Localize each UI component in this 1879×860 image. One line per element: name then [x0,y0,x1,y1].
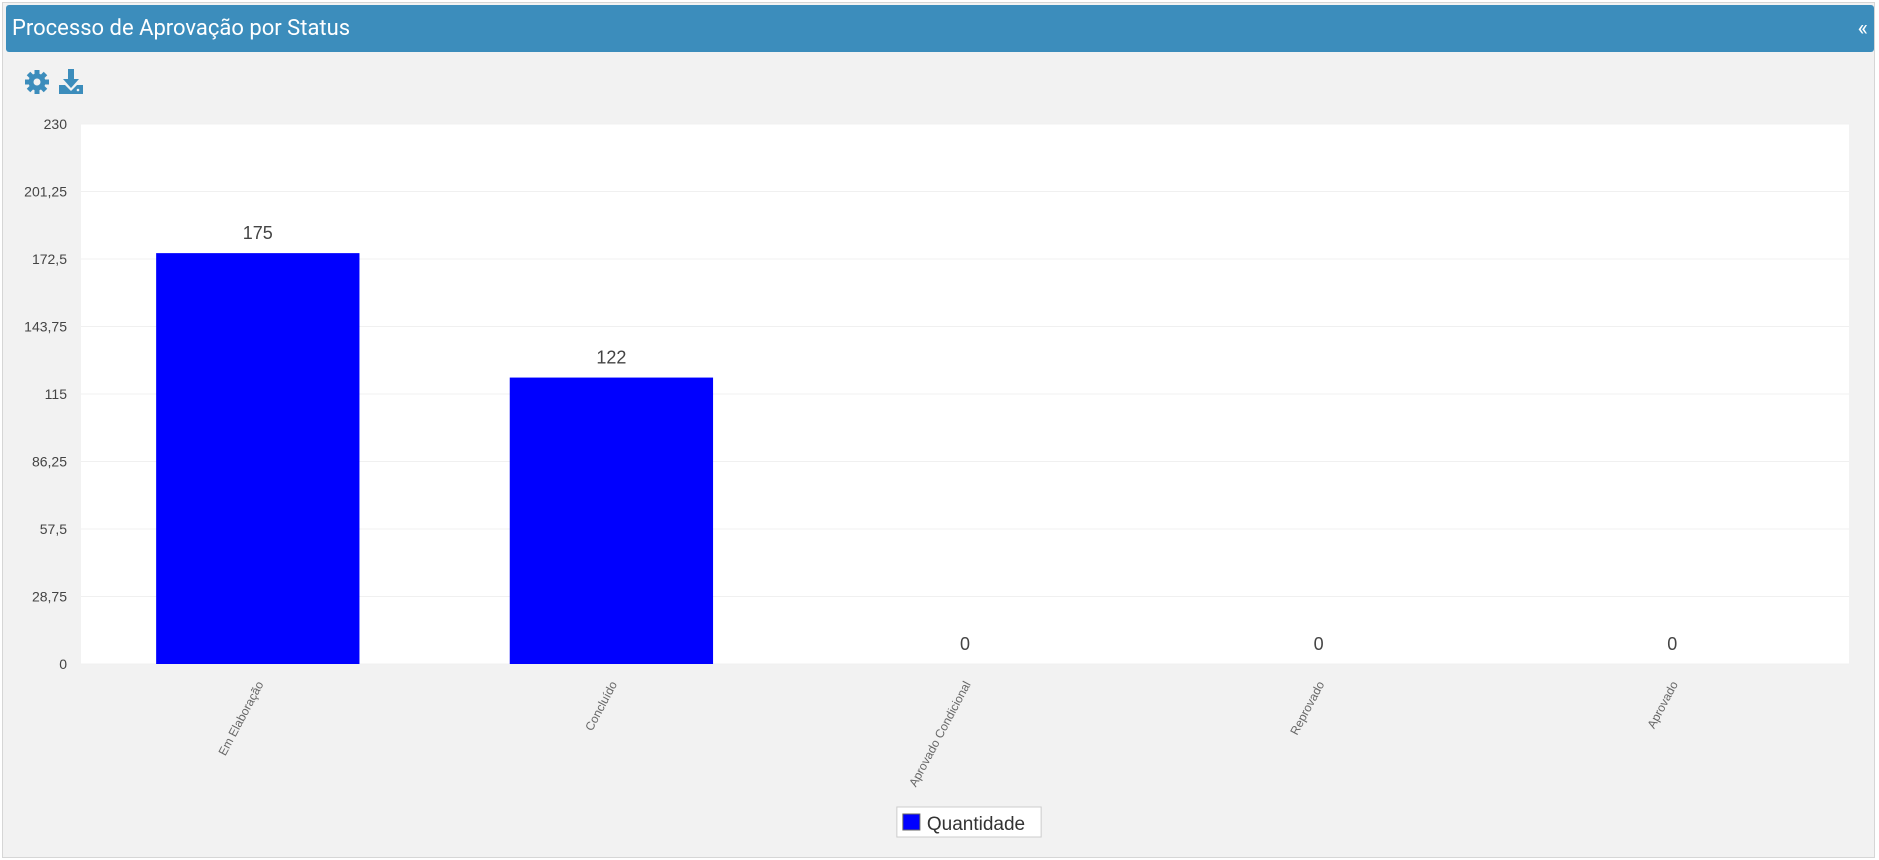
y-tick-label: 115 [45,386,68,402]
y-tick-label: 28,75 [32,589,67,605]
x-tick-label: Concluído [582,679,620,734]
y-tick-label: 57,5 [40,521,67,537]
y-tick-label: 201,25 [24,184,67,200]
x-tick-label: Aprovado Condicional [906,679,973,789]
panel-title: Processo de Aprovação por Status [12,16,351,41]
settings-icon[interactable] [25,70,49,94]
value-label: 175 [243,223,273,243]
bar [509,377,714,664]
legend: Quantidade [896,806,1042,838]
x-tick-label: Em Elaboração [216,679,267,758]
y-tick-label: 86,25 [32,454,67,470]
y-tick-label: 0 [59,656,67,672]
y-tick-label: 230 [44,116,68,132]
y-tick-label: 172,5 [32,251,67,267]
y-tick-label: 143,75 [24,319,67,335]
collapse-button[interactable]: « [1857,16,1868,41]
x-tick-label: Reprovado [1287,679,1327,738]
value-label: 0 [960,634,970,654]
legend-label: Quantidade [927,814,1025,835]
panel-header: Processo de Aprovação por Status « [6,5,1874,52]
value-label: 122 [596,348,626,368]
value-label: 0 [1314,634,1324,654]
bar [156,253,360,664]
legend-box [896,806,1042,838]
legend-swatch [902,813,921,831]
value-label: 0 [1667,634,1677,654]
download-icon[interactable] [59,69,83,94]
x-tick-label: Aprovado [1644,679,1681,731]
